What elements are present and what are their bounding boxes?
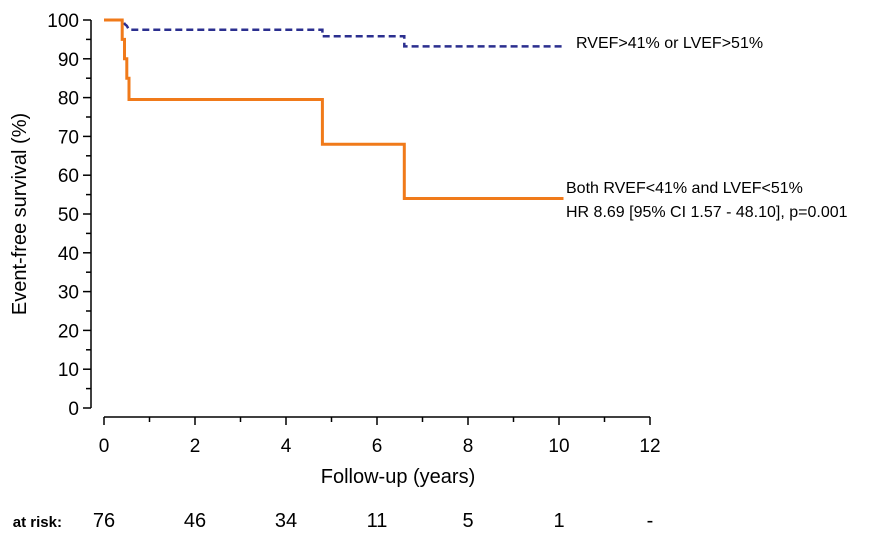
y-tick-label: 40 (58, 244, 79, 265)
y-tick-label: 50 (58, 205, 79, 226)
x-tick-label: 8 (463, 436, 474, 457)
y-tick-label: 10 (58, 360, 79, 381)
x-tick-label: 6 (372, 436, 383, 457)
x-axis-title: Follow-up (years) (321, 466, 475, 488)
y-axis-title: Event-free survival (%) (9, 113, 31, 315)
y-tick-label: 20 (58, 321, 79, 342)
at-risk-value: 5 (462, 510, 473, 532)
at-risk-label: at risk: (13, 514, 62, 531)
y-axis: 0 10 20 30 40 50 60 70 80 90 100 (47, 11, 92, 420)
annotation-top-series: RVEF>41% or LVEF>51% (576, 35, 763, 52)
x-tick-label: 4 (281, 436, 292, 457)
at-risk-value: 76 (93, 510, 115, 532)
y-tick-label: 70 (58, 127, 79, 148)
at-risk-value: 1 (553, 510, 564, 532)
at-risk-value: 11 (367, 510, 388, 532)
annotation-bottom-series: Both RVEF<41% and LVEF<51% (566, 180, 803, 197)
at-risk-value: 46 (184, 510, 206, 532)
x-tick-label: 12 (639, 436, 660, 457)
at-risk-value: - (647, 510, 654, 532)
y-tick-label: 100 (47, 11, 79, 32)
y-tick-label: 80 (58, 89, 79, 110)
at-risk-values: 76 46 34 11 5 1 - (93, 510, 653, 532)
y-tick-label: 30 (58, 283, 79, 304)
y-tick-label: 90 (58, 50, 79, 71)
series-group (104, 18, 564, 200)
series-line-1 (104, 18, 564, 48)
y-tick-label: 0 (68, 399, 79, 420)
at-risk-value: 34 (275, 510, 297, 532)
x-axis: 0 2 4 6 8 10 12 (99, 416, 661, 457)
annotation-hazard-ratio: HR 8.69 [95% CI 1.57 - 48.10], p=0.001 (566, 204, 848, 221)
x-tick-label: 10 (548, 436, 569, 457)
x-tick-label: 0 (99, 436, 110, 457)
y-tick-label: 60 (58, 166, 79, 187)
x-tick-label: 2 (190, 436, 201, 457)
series-line-2 (104, 18, 564, 200)
